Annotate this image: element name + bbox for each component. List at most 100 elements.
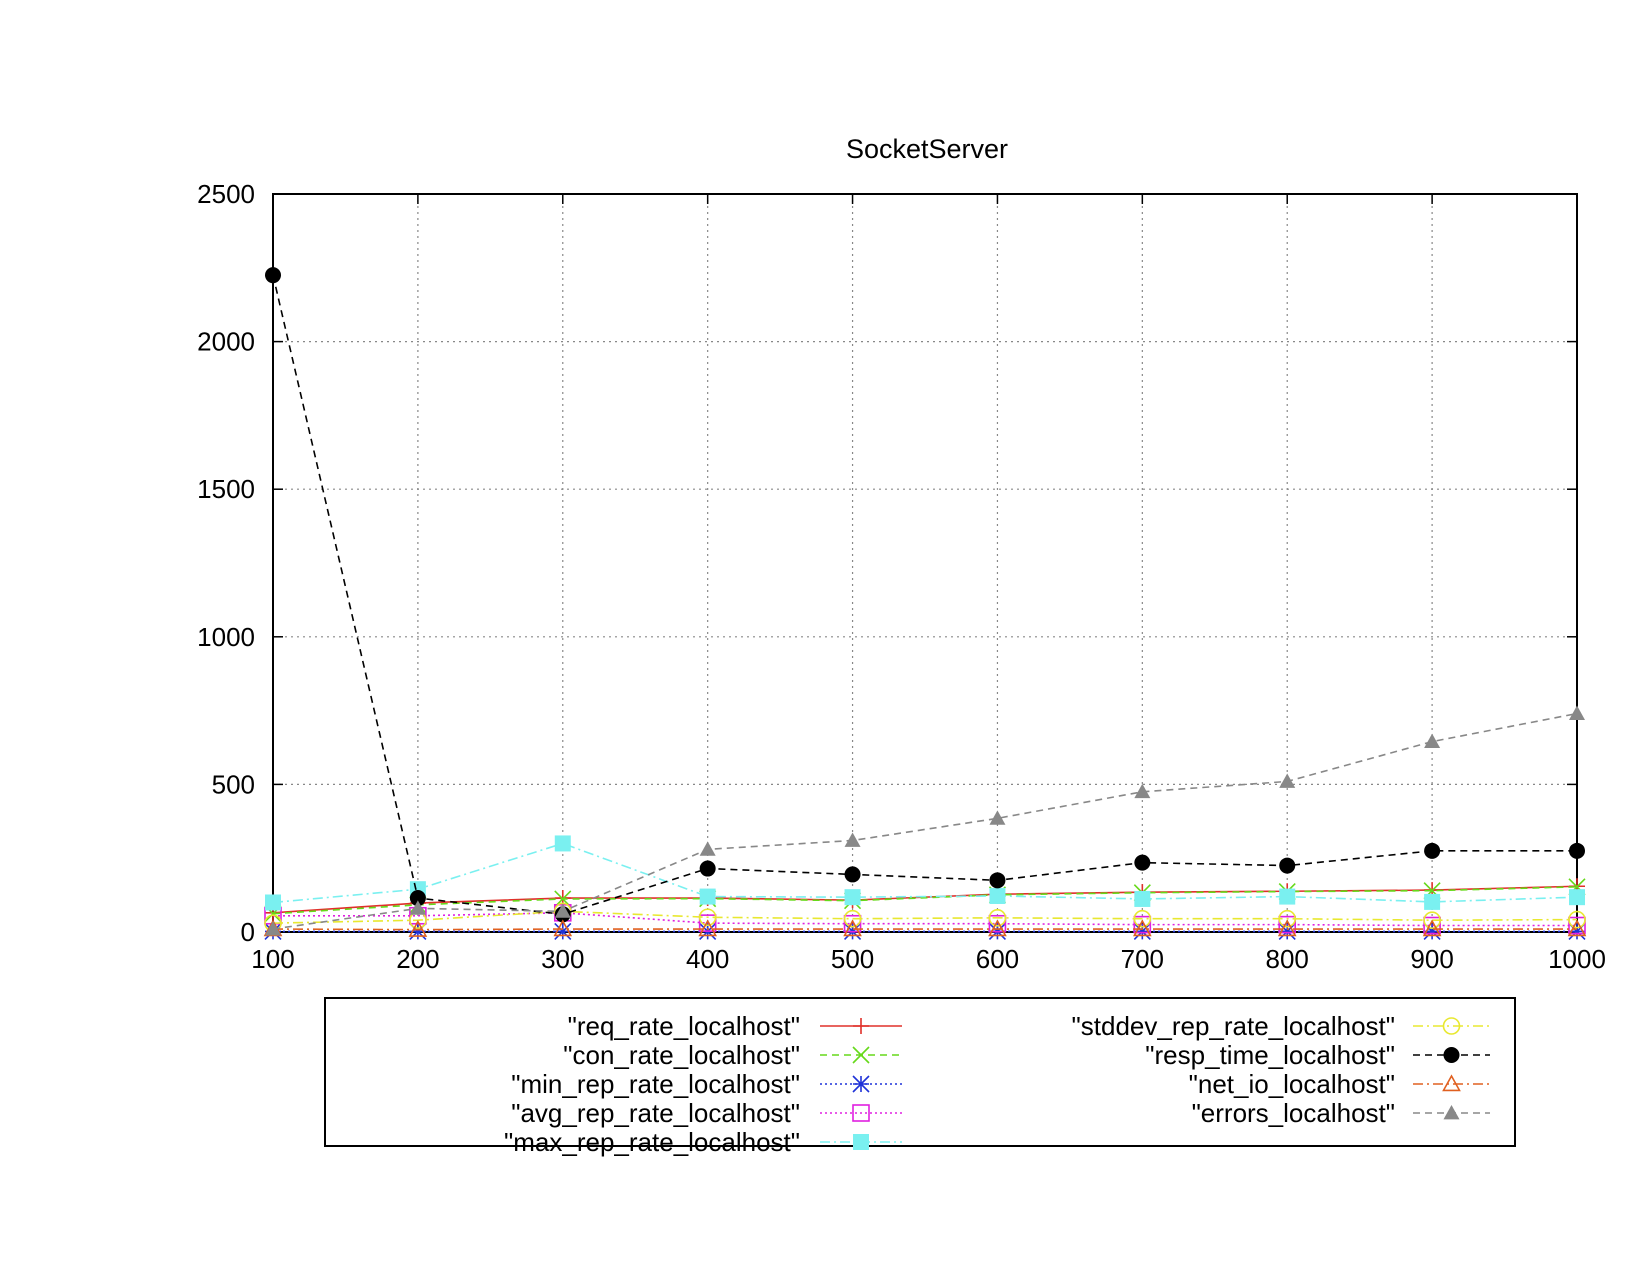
legend-label: "max_rep_rate_localhost": [504, 1127, 800, 1157]
legend-item: "min_rep_rate_localhost": [511, 1069, 902, 1099]
data-point: [699, 888, 716, 905]
series-line: [272, 842, 1578, 904]
legend-marker: [1443, 1047, 1460, 1063]
x-tick-label: 300: [541, 944, 584, 974]
legend-marker: [1442, 1017, 1461, 1035]
x-tick-label: 200: [396, 944, 439, 974]
data-point: [843, 919, 862, 937]
legend-marker: [852, 1104, 870, 1122]
legend-item: "avg_rep_rate_localhost": [511, 1098, 902, 1128]
legend-label: "con_rate_localhost": [563, 1040, 800, 1070]
legend-item: "stddev_rep_rate_localhost": [1072, 1011, 1490, 1041]
x-tick-label: 1000: [1548, 944, 1606, 974]
data-point: [409, 900, 426, 915]
y-tick-label: 0: [241, 917, 255, 947]
legend-marker: [853, 1134, 869, 1150]
legend-item: "max_rep_rate_localhost": [504, 1127, 902, 1157]
data-point: [1424, 733, 1441, 748]
data-point: [554, 903, 571, 918]
data-point: [265, 921, 281, 936]
data-point: [1134, 890, 1151, 907]
series-6: [265, 267, 1585, 923]
data-point: [408, 919, 428, 937]
data-point: [1424, 842, 1441, 859]
data-point: [1569, 842, 1585, 859]
data-point: [553, 919, 573, 937]
series-4: [265, 835, 1585, 911]
data-point: [1279, 857, 1296, 874]
legend-box: [324, 997, 1516, 1147]
legend-marker: [853, 1018, 869, 1034]
data-point: [698, 908, 717, 927]
data-point: [1278, 922, 1296, 940]
y-tick-label: 2000: [197, 327, 255, 357]
series-5: [264, 902, 1586, 932]
data-point: [1569, 889, 1585, 906]
data-point: [1279, 888, 1296, 905]
data-point: [698, 914, 717, 932]
data-point: [1424, 893, 1441, 910]
data-point: [1423, 911, 1441, 929]
legend-item: "req_rate_localhost": [568, 1011, 902, 1041]
data-point: [1277, 919, 1297, 937]
data-point: [1568, 916, 1586, 935]
y-tick-label: 500: [212, 769, 255, 799]
y-tick-label: 2500: [197, 179, 255, 209]
series-line: [272, 274, 1577, 916]
data-point: [409, 890, 426, 907]
legend-label: "net_io_localhost": [1189, 1069, 1395, 1099]
legend-item: "net_io_localhost": [1189, 1069, 1490, 1099]
data-point: [1132, 919, 1152, 937]
chart-title: SocketServer: [846, 134, 1008, 164]
data-point: [1279, 773, 1296, 788]
data-point: [409, 922, 427, 940]
legend-label: "min_rep_rate_localhost": [511, 1069, 800, 1099]
data-point: [1278, 909, 1297, 928]
legend-marker: [852, 1075, 870, 1093]
legend: "req_rate_localhost""con_rate_localhost"…: [324, 997, 1516, 1157]
x-tick-label: 400: [686, 944, 729, 974]
series-7: [263, 919, 1587, 937]
legend-marker: [1443, 1105, 1460, 1120]
data-point: [554, 922, 572, 940]
data-point: [699, 841, 716, 856]
series-line: [272, 910, 1578, 924]
data-point: [1133, 922, 1151, 940]
data-point: [988, 919, 1007, 937]
legend-label: "avg_rep_rate_localhost": [511, 1098, 800, 1128]
data-point: [843, 909, 862, 928]
x-tick-label: 800: [1266, 944, 1309, 974]
data-point: [989, 810, 1006, 825]
data-point: [1133, 915, 1152, 934]
data-point: [699, 860, 716, 877]
legend-marker: [1442, 1074, 1461, 1092]
data-point: [1134, 854, 1151, 871]
data-point: [989, 887, 1006, 904]
series-line: [272, 712, 1578, 930]
data-point: [698, 919, 718, 937]
data-point: [554, 835, 571, 852]
legend-item: "con_rate_localhost": [563, 1040, 902, 1070]
data-point: [844, 866, 861, 883]
x-tick-label: 100: [251, 944, 294, 974]
data-point: [1133, 909, 1152, 928]
legend-item: "resp_time_localhost": [1145, 1040, 1490, 1070]
data-point: [1569, 705, 1585, 720]
data-point: [1134, 783, 1151, 799]
legend-marker: [852, 1046, 870, 1064]
y-tick-label: 1000: [197, 622, 255, 652]
data-point: [844, 889, 861, 906]
x-tick-label: 900: [1410, 944, 1453, 974]
series-line: [272, 886, 1578, 915]
axes: 100 200 300 400 500 600 700 800 900 1000 0 500 1000 1…: [197, 179, 1606, 974]
grid-lines: [273, 194, 1577, 932]
data-point: [1423, 916, 1441, 935]
data-point: [988, 909, 1007, 927]
x-tick-label: 600: [976, 944, 1019, 974]
data-point: [265, 267, 281, 284]
data-point: [1422, 919, 1442, 937]
data-point: [989, 872, 1006, 889]
data-point: [843, 914, 862, 933]
data-point: [265, 894, 281, 911]
